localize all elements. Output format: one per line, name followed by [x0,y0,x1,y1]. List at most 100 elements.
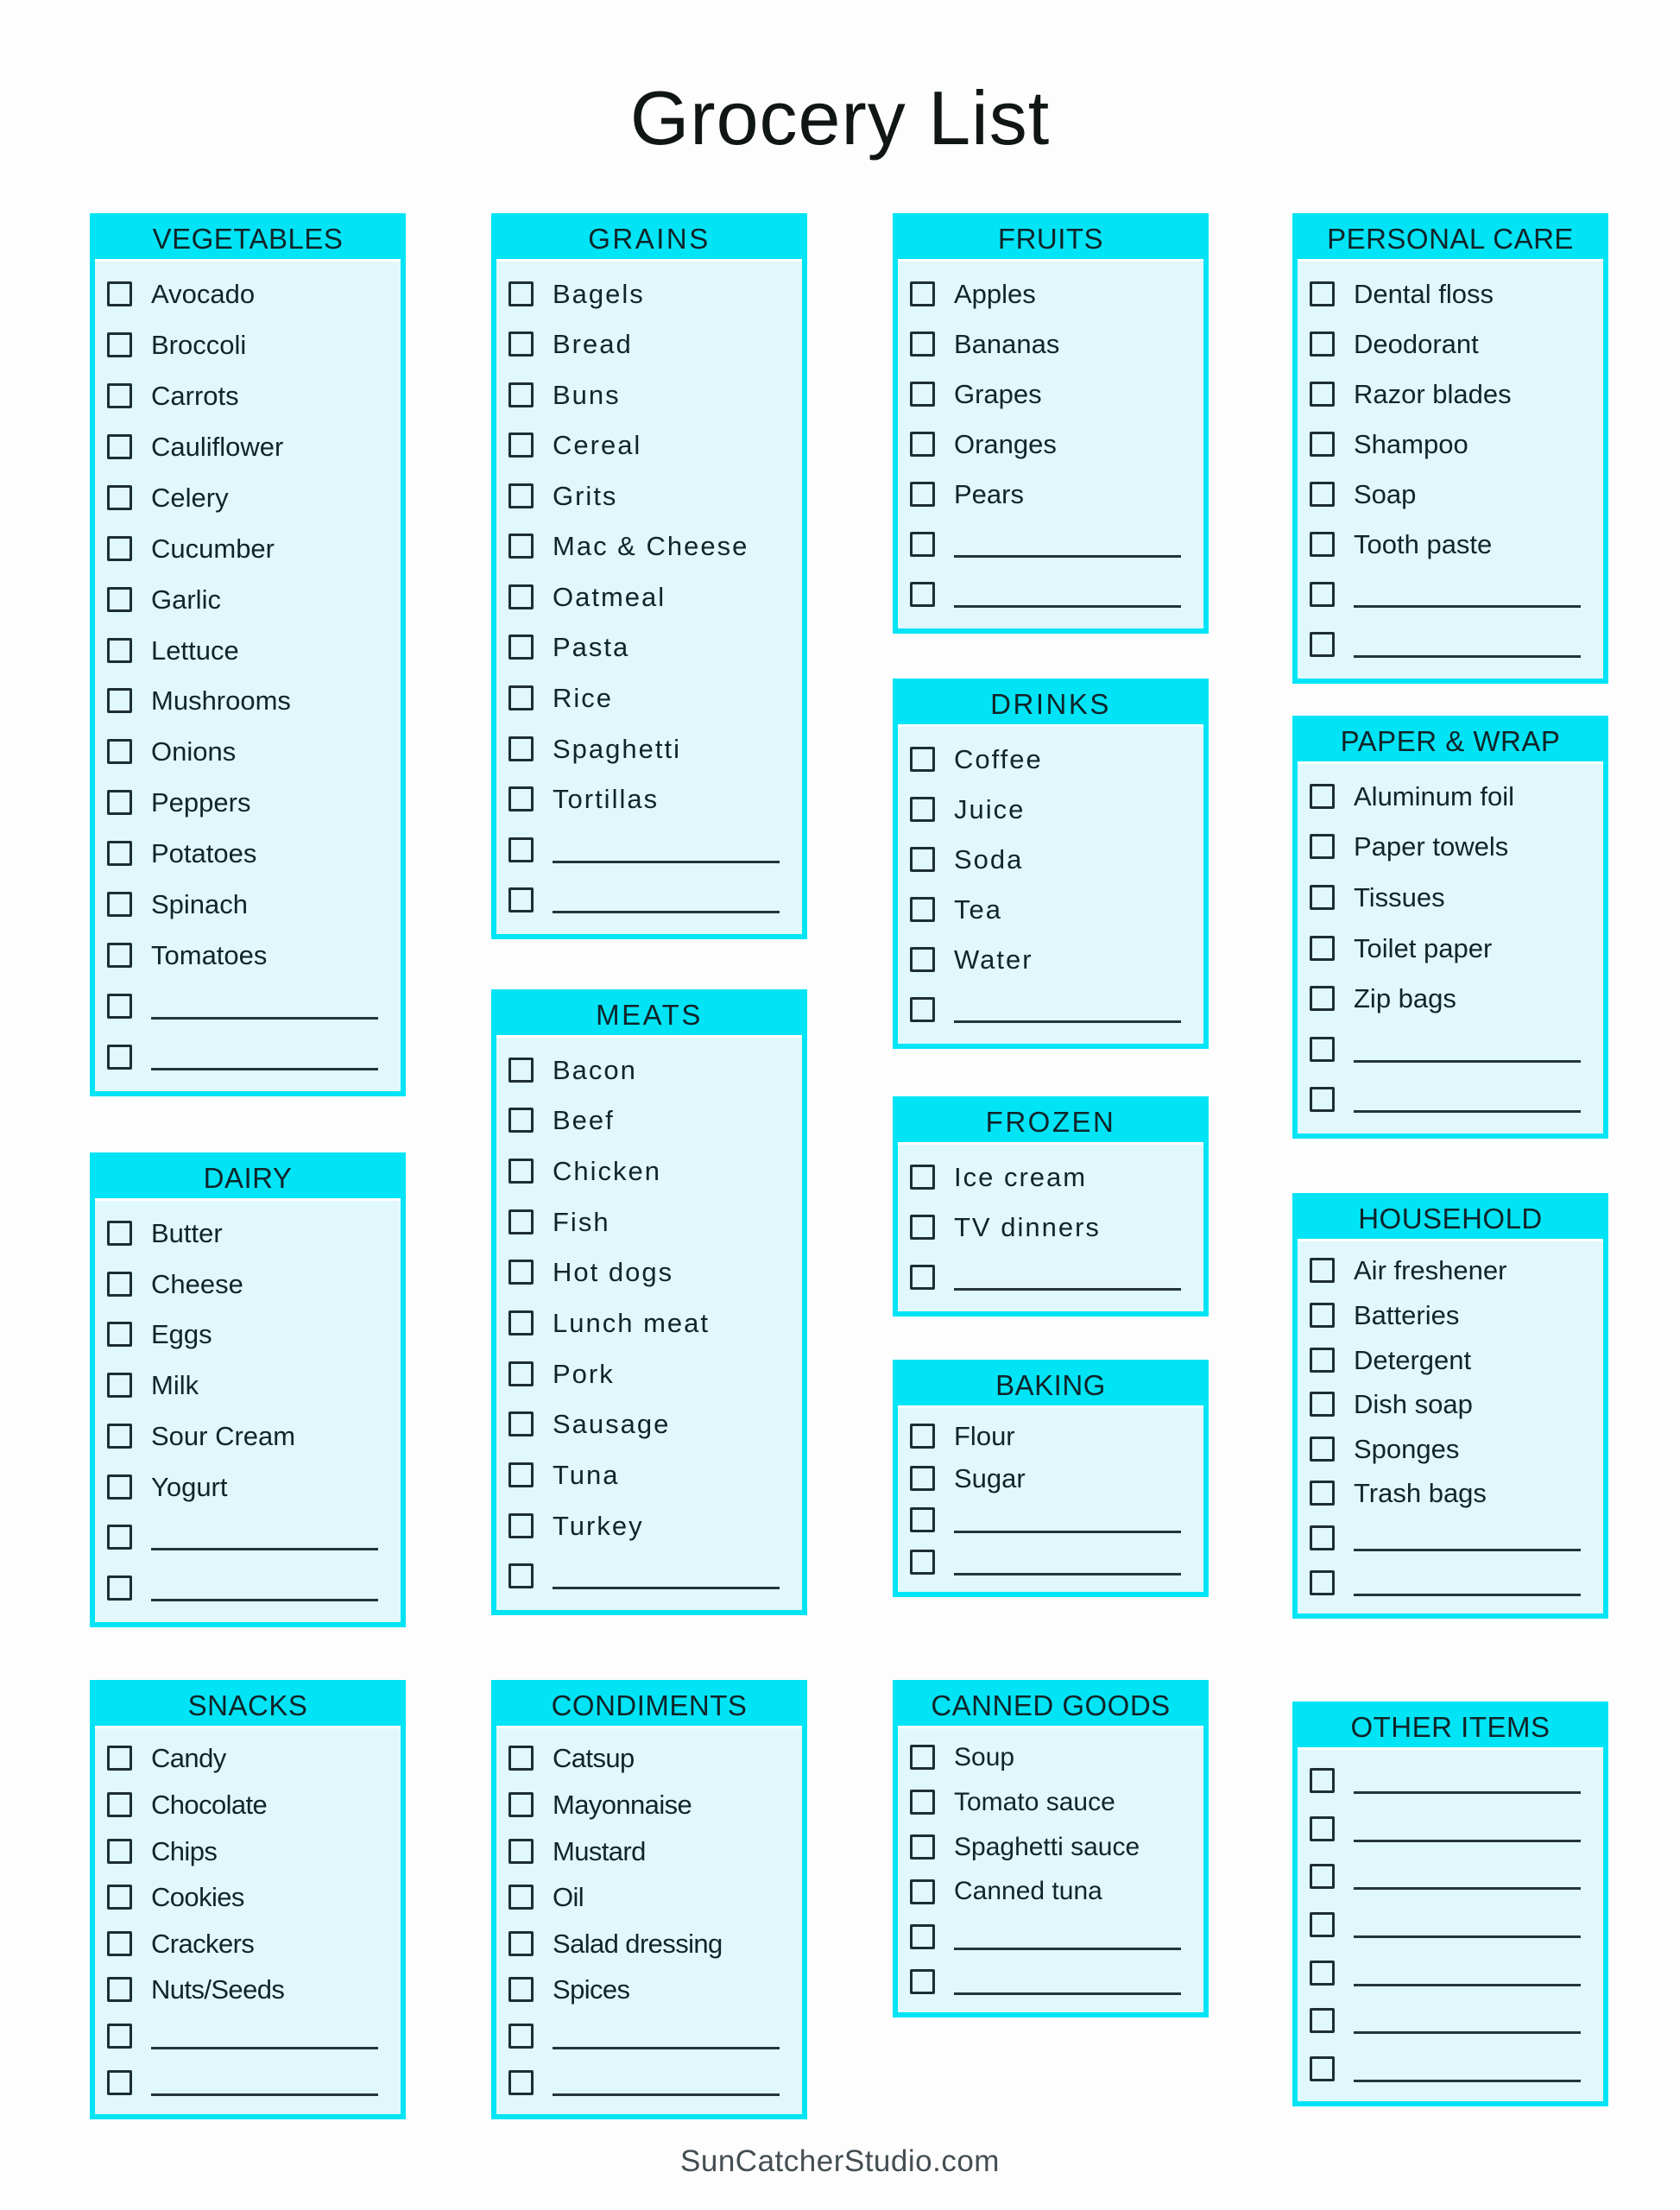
checkbox-icon[interactable] [107,1838,132,1864]
blank-write-in-line[interactable] [954,555,1181,559]
checkbox-icon[interactable] [508,736,534,761]
blank-write-in-line[interactable] [151,2047,378,2050]
checkbox-icon[interactable] [910,582,935,608]
checkbox-icon[interactable] [508,1411,534,1437]
checkbox-icon[interactable] [1310,1960,1335,1986]
checkbox-icon[interactable] [1310,834,1335,860]
checkbox-icon[interactable] [1310,1392,1335,1418]
checkbox-icon[interactable] [1310,281,1335,306]
checkbox-icon[interactable] [107,1885,132,1910]
checkbox-icon[interactable] [508,1512,534,1538]
checkbox-icon[interactable] [1310,1864,1335,1890]
blank-write-in-line[interactable] [1354,605,1581,609]
blank-write-in-line[interactable] [553,2093,780,2096]
checkbox-icon[interactable] [107,433,132,459]
checkbox-icon[interactable] [910,746,935,772]
checkbox-icon[interactable] [508,635,534,660]
checkbox-icon[interactable] [508,584,534,609]
checkbox-icon[interactable] [508,332,534,357]
checkbox-icon[interactable] [1310,632,1335,658]
checkbox-icon[interactable] [1310,884,1335,910]
checkbox-icon[interactable] [508,382,534,407]
checkbox-icon[interactable] [1310,935,1335,961]
checkbox-icon[interactable] [107,1322,132,1348]
checkbox-icon[interactable] [1310,1036,1335,1062]
blank-write-in-line[interactable] [1354,1983,1581,1986]
checkbox-icon[interactable] [508,483,534,508]
checkbox-icon[interactable] [1310,1768,1335,1794]
checkbox-icon[interactable] [107,2069,132,2095]
checkbox-icon[interactable] [107,637,132,663]
checkbox-icon[interactable] [508,1838,534,1864]
checkbox-icon[interactable] [910,1214,935,1240]
checkbox-icon[interactable] [1310,986,1335,1012]
checkbox-icon[interactable] [107,535,132,561]
checkbox-icon[interactable] [508,1260,534,1285]
checkbox-icon[interactable] [1310,1481,1335,1506]
checkbox-icon[interactable] [508,786,534,812]
checkbox-icon[interactable] [910,1923,935,1949]
checkbox-icon[interactable] [508,1885,534,1910]
checkbox-icon[interactable] [1310,381,1335,407]
blank-write-in-line[interactable] [954,605,1181,609]
checkbox-icon[interactable] [107,994,132,1020]
checkbox-icon[interactable] [910,1745,935,1771]
checkbox-icon[interactable] [107,1474,132,1500]
checkbox-icon[interactable] [1310,1347,1335,1373]
blank-write-in-line[interactable] [1354,1549,1581,1552]
checkbox-icon[interactable] [107,382,132,408]
checkbox-icon[interactable] [910,1878,935,1904]
checkbox-icon[interactable] [107,1977,132,2003]
checkbox-icon[interactable] [1310,431,1335,457]
checkbox-icon[interactable] [508,534,534,559]
checkbox-icon[interactable] [1310,2008,1335,2034]
checkbox-icon[interactable] [508,887,534,913]
checkbox-icon[interactable] [1310,1087,1335,1113]
checkbox-icon[interactable] [107,1930,132,1956]
blank-write-in-line[interactable] [1354,1935,1581,1939]
blank-write-in-line[interactable] [553,2047,780,2050]
checkbox-icon[interactable] [508,1209,534,1234]
checkbox-icon[interactable] [910,1465,935,1491]
checkbox-icon[interactable] [107,892,132,918]
checkbox-icon[interactable] [1310,1912,1335,1938]
checkbox-icon[interactable] [910,796,935,822]
checkbox-icon[interactable] [910,381,935,407]
checkbox-icon[interactable] [910,897,935,923]
checkbox-icon[interactable] [1310,1569,1335,1595]
checkbox-icon[interactable] [107,1045,132,1070]
blank-write-in-line[interactable] [954,1020,1181,1024]
checkbox-icon[interactable] [107,1791,132,1817]
checkbox-icon[interactable] [107,1423,132,1449]
checkbox-icon[interactable] [910,1550,935,1575]
checkbox-icon[interactable] [107,1575,132,1601]
checkbox-icon[interactable] [508,1462,534,1487]
checkbox-icon[interactable] [1310,1436,1335,1462]
checkbox-icon[interactable] [107,1271,132,1297]
checkbox-icon[interactable] [508,2024,534,2049]
checkbox-icon[interactable] [107,586,132,612]
checkbox-icon[interactable] [910,1164,935,1190]
checkbox-icon[interactable] [910,1790,935,1815]
checkbox-icon[interactable] [1310,331,1335,357]
blank-write-in-line[interactable] [954,1288,1181,1291]
checkbox-icon[interactable] [107,739,132,765]
blank-write-in-line[interactable] [1354,2031,1581,2035]
checkbox-icon[interactable] [910,431,935,457]
blank-write-in-line[interactable] [1354,655,1581,659]
checkbox-icon[interactable] [910,1834,935,1860]
checkbox-icon[interactable] [107,790,132,816]
checkbox-icon[interactable] [910,1423,935,1449]
blank-write-in-line[interactable] [954,1573,1181,1576]
blank-write-in-line[interactable] [1354,1839,1581,1842]
checkbox-icon[interactable] [1310,1525,1335,1551]
blank-write-in-line[interactable] [151,2093,378,2096]
checkbox-icon[interactable] [508,1159,534,1184]
checkbox-icon[interactable] [1310,1815,1335,1841]
blank-write-in-line[interactable] [151,1017,378,1020]
checkbox-icon[interactable] [508,837,534,862]
blank-write-in-line[interactable] [1354,1791,1581,1795]
checkbox-icon[interactable] [910,532,935,558]
checkbox-icon[interactable] [107,688,132,714]
checkbox-icon[interactable] [910,1265,935,1291]
